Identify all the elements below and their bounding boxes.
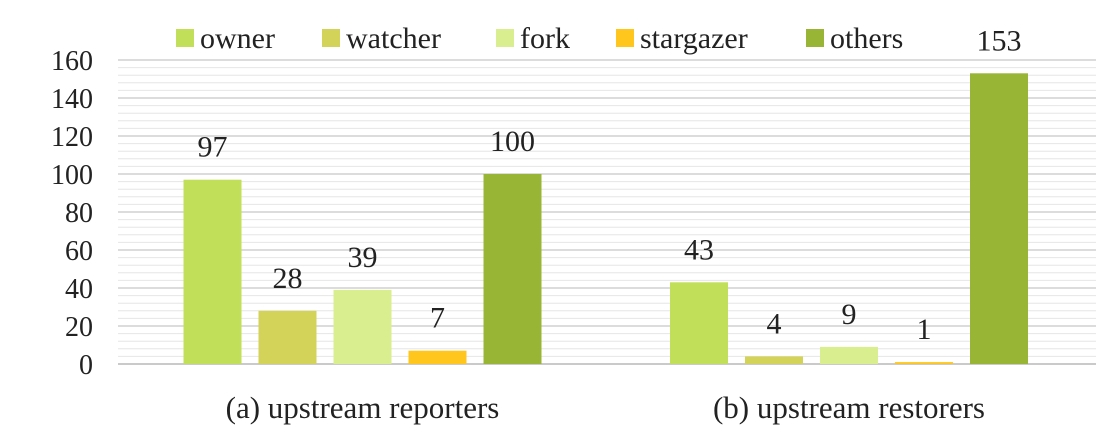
bar-owner bbox=[670, 282, 728, 364]
legend-swatch-owner bbox=[176, 29, 194, 47]
y-tick-label: 140 bbox=[51, 84, 93, 115]
data-label-others: 153 bbox=[977, 24, 1022, 57]
bar-stargazer bbox=[895, 362, 953, 364]
data-label-stargazer: 1 bbox=[917, 313, 932, 346]
legend-label-stargazer: stargazer bbox=[640, 22, 748, 55]
legend-swatch-stargazer bbox=[616, 29, 634, 47]
bar-watcher bbox=[745, 356, 803, 364]
bar-others bbox=[483, 174, 542, 364]
bar-fork bbox=[333, 289, 392, 364]
y-tick-label: 40 bbox=[65, 274, 93, 305]
data-label-fork: 9 bbox=[842, 298, 857, 331]
y-tick-label: 20 bbox=[65, 312, 93, 343]
legend-swatch-others bbox=[806, 29, 824, 47]
legend-swatch-fork bbox=[496, 29, 514, 47]
data-label-watcher: 4 bbox=[767, 307, 782, 340]
bar-watcher bbox=[258, 310, 317, 364]
data-label-fork: 39 bbox=[348, 241, 378, 274]
y-tick-label: 160 bbox=[51, 46, 93, 77]
data-label-others: 100 bbox=[490, 125, 535, 158]
legend-label-owner: owner bbox=[200, 22, 275, 55]
category-label: (a) upstream reporters bbox=[226, 390, 500, 425]
legend: owner watcher fork stargazer others bbox=[176, 22, 903, 55]
bars bbox=[183, 73, 1028, 365]
y-tick-label: 60 bbox=[65, 236, 93, 267]
legend-label-fork: fork bbox=[520, 22, 570, 55]
legend-label-watcher: watcher bbox=[346, 22, 441, 55]
legend-swatch-watcher bbox=[322, 29, 340, 47]
y-tick-label: 0 bbox=[79, 350, 93, 381]
y-tick-label: 100 bbox=[51, 160, 93, 191]
y-tick-label: 120 bbox=[51, 122, 93, 153]
legend-label-others: others bbox=[830, 22, 903, 55]
bar-stargazer bbox=[408, 350, 467, 364]
data-label-watcher: 28 bbox=[273, 262, 303, 295]
y-tick-label: 80 bbox=[65, 198, 93, 229]
data-label-owner: 97 bbox=[198, 131, 228, 164]
data-label-owner: 43 bbox=[684, 233, 714, 266]
y-axis: 0 20 40 60 80 100 120 140 160 bbox=[51, 46, 1096, 381]
bar-fork bbox=[820, 346, 878, 364]
category-label: (b) upstream restorers bbox=[713, 390, 985, 425]
bar-others bbox=[970, 73, 1028, 365]
category-labels: (a) upstream reporters (b) upstream resto… bbox=[226, 390, 985, 425]
bar-owner bbox=[183, 179, 242, 364]
data-label-stargazer: 7 bbox=[430, 302, 445, 335]
